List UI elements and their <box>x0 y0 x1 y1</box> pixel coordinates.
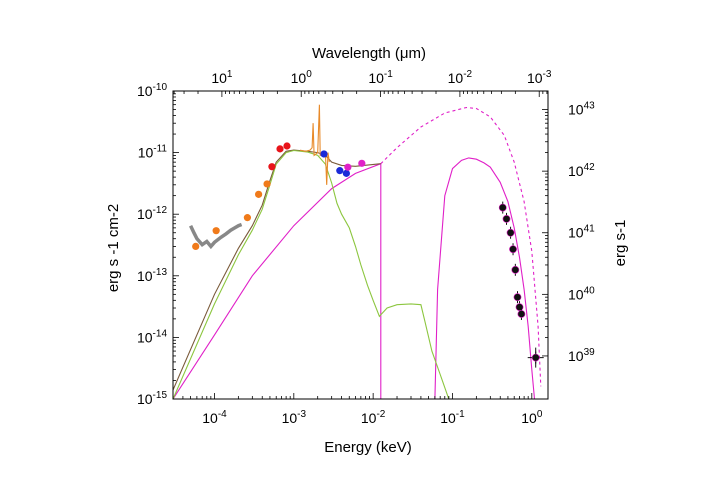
data-point-orange <box>255 190 263 198</box>
tick-labels-layer: 10-4 10-3 10-2 10-1 100 101 100 10-1 10-2 10-3 10-… <box>137 69 595 426</box>
top-tick-label: 100 <box>291 69 313 86</box>
data-point-xray <box>509 245 517 254</box>
top-x-axis-title: Wavelength (μm) <box>312 45 426 62</box>
data-point-xray <box>531 353 540 362</box>
y-tick-label: 10-12 <box>137 205 167 222</box>
series-disk_model_extrapolated <box>380 106 542 387</box>
plot-clip-group <box>173 104 544 399</box>
right-tick-label: 1042 <box>568 162 595 179</box>
data-point-magenta <box>344 163 352 171</box>
points-layer <box>192 142 544 368</box>
series-opt_spectrum <box>299 104 330 185</box>
data-point-magenta <box>358 159 366 167</box>
y-axis-title: erg s -1 cm-2 <box>105 204 122 292</box>
data-point-blue <box>336 167 344 175</box>
x-tick-label: 10-1 <box>440 409 465 426</box>
ticks-layer <box>172 90 548 400</box>
series-host_model_dark <box>173 149 381 391</box>
data-point-red <box>283 142 291 150</box>
data-point-orange <box>243 214 252 222</box>
data-point-xray <box>517 310 526 318</box>
data-point-xray <box>502 214 511 223</box>
series-disk_absorbed <box>434 157 536 399</box>
y-tick-label: 10-13 <box>137 267 167 284</box>
series-host_model_green <box>173 149 450 399</box>
right-tick-label: 1043 <box>568 101 595 118</box>
x-tick-label: 10-3 <box>282 409 307 426</box>
top-tick-label: 101 <box>211 69 233 86</box>
x-tick-label: 100 <box>521 409 543 426</box>
x-tick-label: 10-4 <box>202 409 227 426</box>
top-tick-label: 10-2 <box>448 69 473 86</box>
data-point-orange <box>263 180 271 188</box>
data-point-xray <box>498 203 507 212</box>
y-tick-label: 10-10 <box>137 82 167 99</box>
right-tick-label: 1040 <box>568 285 595 302</box>
top-tick-label: 10-1 <box>368 69 393 86</box>
y-tick-label: 10-11 <box>138 144 168 161</box>
right-tick-label: 1039 <box>568 347 595 364</box>
series-layer <box>173 104 542 399</box>
right-y-axis-title: erg s-1 <box>612 220 629 267</box>
data-point-red <box>276 145 284 153</box>
data-point-xray <box>513 293 522 302</box>
data-point-xray <box>511 265 520 274</box>
data-point-blue <box>342 169 350 177</box>
x-tick-label: 10-2 <box>361 409 386 426</box>
x-axis-title: Energy (keV) <box>324 439 412 456</box>
series-ir_spectrum <box>189 222 243 250</box>
data-point-orange <box>192 242 200 251</box>
data-point-orange <box>212 227 220 235</box>
data-point-blue <box>320 150 328 158</box>
right-tick-label: 1041 <box>568 224 595 241</box>
data-point-xray <box>506 228 515 237</box>
top-tick-label: 10-3 <box>527 69 552 86</box>
y-tick-label: 10-15 <box>137 390 167 407</box>
data-point-xray <box>515 303 524 312</box>
plot-frame <box>172 90 549 400</box>
series-disk_model <box>173 163 381 399</box>
data-point-red <box>268 163 276 171</box>
y-tick-label: 10-14 <box>137 328 167 345</box>
